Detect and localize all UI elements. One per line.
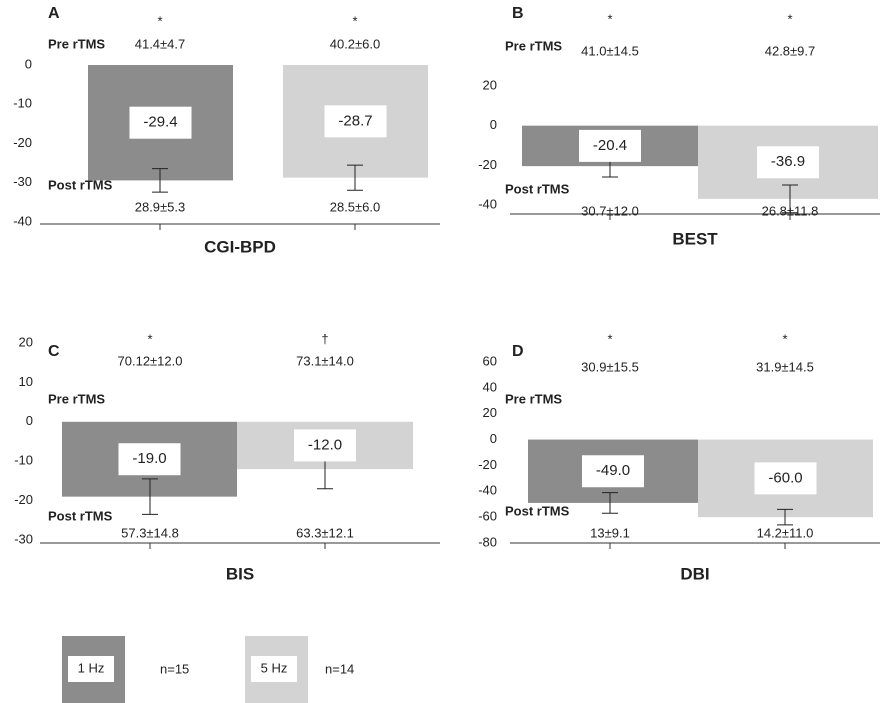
post-value: 13±9.1 <box>590 525 630 540</box>
pre-value: 31.9±14.5 <box>756 359 814 374</box>
significance-marker: * <box>147 331 152 346</box>
post-value: 30.7±12.0 <box>581 203 639 218</box>
significance-marker: * <box>607 331 612 346</box>
y-tick-label: -80 <box>478 534 497 549</box>
x-axis-label: BIS <box>226 564 254 583</box>
value-label: -20.4 <box>593 137 627 154</box>
error-bar <box>152 168 168 193</box>
pre-value: 42.8±9.7 <box>765 43 816 58</box>
post-value: 28.5±6.0 <box>330 199 381 214</box>
y-tick-label: 0 <box>490 431 497 446</box>
significance-marker: * <box>782 331 787 346</box>
x-axis-label: CGI-BPD <box>204 237 276 256</box>
value-label-box <box>754 462 817 495</box>
value-label-box <box>294 429 356 462</box>
significance-marker: † <box>321 331 328 346</box>
x-axis-label: BEST <box>672 229 718 248</box>
significance-marker: * <box>607 11 612 26</box>
y-tick-label: -40 <box>13 213 32 228</box>
post-value: 28.9±5.3 <box>135 199 186 214</box>
post-label: Post rTMS <box>505 181 570 196</box>
post-label: Post rTMS <box>505 503 570 518</box>
pre-label: Pre rTMS <box>48 391 105 406</box>
pre-value: 41.0±14.5 <box>581 43 639 58</box>
pre-label: Pre rTMS <box>505 38 562 53</box>
post-label: Post rTMS <box>48 508 113 523</box>
pre-value: 40.2±6.0 <box>330 36 381 51</box>
y-tick-label: 0 <box>490 117 497 132</box>
y-tick-label: -60 <box>478 509 497 524</box>
y-tick-label: 20 <box>483 77 497 92</box>
value-label: -29.4 <box>143 114 177 131</box>
value-label-box <box>129 106 192 139</box>
legend-label: 5 Hz <box>261 660 288 675</box>
y-tick-label: -30 <box>14 531 33 546</box>
post-value: 26.8±11.8 <box>762 203 819 218</box>
error-bar <box>782 184 798 214</box>
error-bar <box>142 478 158 515</box>
value-label-box <box>582 455 644 488</box>
error-bar <box>777 508 793 526</box>
significance-marker: * <box>787 11 792 26</box>
y-tick-label: 0 <box>25 56 32 71</box>
panel-letter: B <box>512 5 524 22</box>
y-tick-label: -20 <box>13 135 32 150</box>
value-label-box <box>757 146 819 179</box>
y-tick-label: -20 <box>478 157 497 172</box>
error-bar <box>347 164 363 191</box>
y-tick-label: 60 <box>483 353 497 368</box>
pre-value: 41.4±4.7 <box>135 36 186 51</box>
y-tick-label: 20 <box>483 405 497 420</box>
value-label: -19.0 <box>132 450 166 467</box>
panel-letter: C <box>48 343 60 360</box>
value-label-box <box>579 129 641 162</box>
legend-note: n=14 <box>325 661 354 676</box>
value-label: -28.7 <box>338 112 372 129</box>
post-value: 14.2±11.0 <box>757 525 814 540</box>
legend-note: n=15 <box>160 661 189 676</box>
value-label: -60.0 <box>768 469 802 486</box>
post-value: 63.3±12.1 <box>296 525 354 540</box>
value-label: -49.0 <box>596 462 630 479</box>
x-axis-label: DBI <box>680 564 709 583</box>
y-tick-label: -10 <box>14 453 33 468</box>
y-tick-label: -40 <box>478 483 497 498</box>
panel-letter: D <box>512 343 524 360</box>
post-label: Post rTMS <box>48 177 113 192</box>
pre-label: Pre rTMS <box>48 36 105 51</box>
pre-value: 30.9±15.5 <box>581 359 639 374</box>
pre-label: Pre rTMS <box>505 391 562 406</box>
y-tick-label: 40 <box>483 379 497 394</box>
value-label-box <box>324 105 387 138</box>
y-tick-label: -40 <box>478 196 497 211</box>
y-tick-label: -10 <box>13 96 32 111</box>
y-tick-label: 10 <box>19 374 33 389</box>
error-bar <box>602 492 618 514</box>
y-tick-label: 0 <box>26 413 33 428</box>
y-tick-label: -20 <box>478 457 497 472</box>
value-label: -36.9 <box>771 153 805 170</box>
pre-value: 70.12±12.0 <box>118 353 183 368</box>
value-label: -12.0 <box>308 436 342 453</box>
y-tick-label: 20 <box>19 334 33 349</box>
value-label-box <box>118 443 181 476</box>
post-value: 57.3±14.8 <box>121 525 179 540</box>
legend-label: 1 Hz <box>78 660 105 675</box>
pre-value: 73.1±14.0 <box>296 353 354 368</box>
significance-marker: * <box>352 13 357 28</box>
panel-letter: A <box>48 5 60 22</box>
y-tick-label: -20 <box>14 492 33 507</box>
legend-label-box <box>68 656 114 682</box>
legend-label-box <box>251 656 297 682</box>
y-tick-label: -30 <box>13 174 32 189</box>
significance-marker: * <box>157 13 162 28</box>
